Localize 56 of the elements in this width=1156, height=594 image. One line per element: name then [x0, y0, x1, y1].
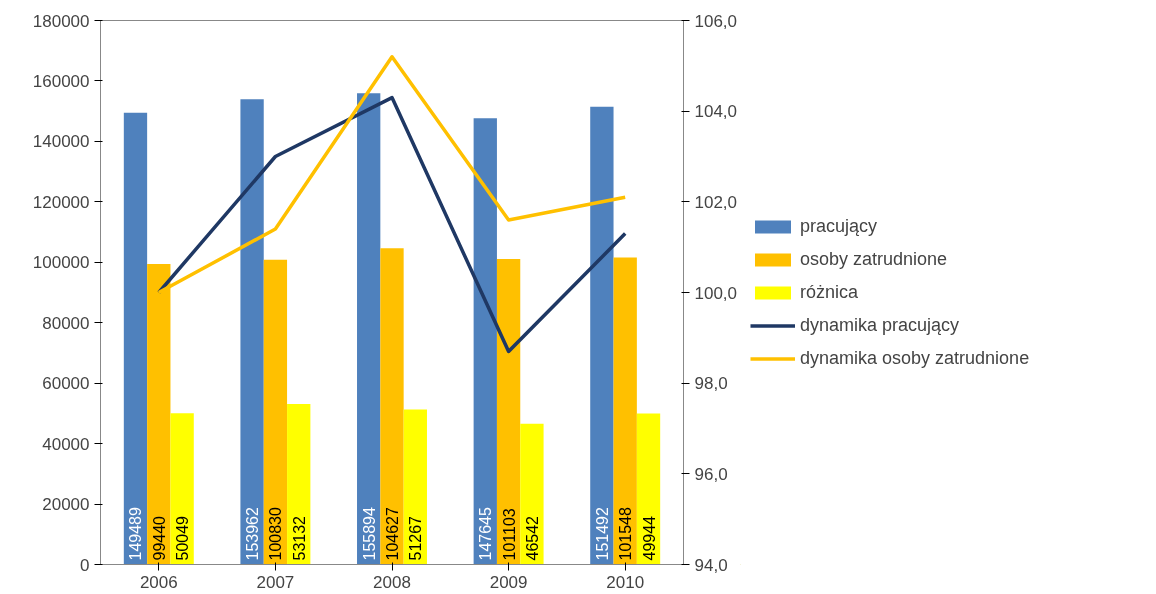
- bar: [473, 118, 497, 565]
- bar: [357, 93, 381, 565]
- data-label: 99440: [150, 515, 168, 561]
- data-label: 100830: [267, 507, 285, 561]
- y-tick-label: 120000: [32, 192, 90, 212]
- y-tick-label: 80000: [42, 313, 90, 333]
- y-tick-label: 100000: [32, 253, 90, 273]
- bar: [240, 99, 264, 565]
- x-tick-label: 2009: [489, 572, 528, 592]
- y-tick-label: 0: [80, 555, 90, 575]
- bar: [287, 403, 311, 565]
- y2-tick-label: 106,0: [694, 11, 738, 31]
- y-tick-label: 20000: [42, 495, 90, 515]
- y2-tick-label: 100,0: [694, 283, 738, 303]
- legend-label: osoby zatrudnione: [800, 248, 948, 270]
- legend-label: pracujący: [800, 215, 878, 237]
- data-label: 147645: [477, 507, 495, 561]
- y-tick-label: 160000: [32, 71, 90, 91]
- bar: [520, 423, 544, 565]
- y-tick-label: 140000: [32, 132, 90, 152]
- y-tick-label: 40000: [42, 434, 90, 454]
- bar: [496, 258, 521, 565]
- y2-tick-label: 104,0: [694, 102, 738, 122]
- y2-tick-label: 94,0: [694, 555, 728, 575]
- legend-label: dynamika pracujący: [800, 314, 960, 336]
- y2-tick-label: 98,0: [694, 374, 728, 394]
- data-label: 101548: [617, 507, 635, 561]
- bar: [263, 259, 288, 565]
- data-label: 46542: [523, 515, 541, 561]
- bar: [380, 248, 404, 565]
- bar: [590, 106, 614, 565]
- data-label: 49944: [640, 515, 658, 561]
- data-label: 155894: [360, 507, 378, 561]
- x-tick-label: 2006: [139, 572, 178, 592]
- line-series: [157, 95, 627, 354]
- data-label: 153962: [244, 507, 262, 561]
- bar: [613, 257, 637, 565]
- data-label: 151492: [593, 507, 611, 561]
- bar: [123, 112, 148, 565]
- data-label: 104627: [384, 507, 401, 561]
- y-tick-label: 180000: [32, 11, 90, 31]
- data-label: 50049: [174, 515, 192, 561]
- legend-label: różnica: [800, 281, 859, 303]
- bar: [170, 413, 194, 565]
- bar: [403, 409, 427, 565]
- data-label: 53132: [290, 515, 308, 561]
- y2-tick-label: 96,0: [694, 464, 728, 484]
- y2-tick-label: 102,0: [694, 192, 738, 212]
- data-label: 149489: [127, 507, 145, 561]
- y-tick-label: 60000: [42, 374, 90, 394]
- x-tick-label: 2008: [373, 572, 411, 592]
- legend-label: dynamika osoby zatrudnione: [800, 347, 1030, 369]
- data-label: 51267: [407, 515, 425, 561]
- x-tick-label: 2007: [256, 572, 295, 592]
- data-label: 101103: [500, 508, 518, 561]
- x-tick-label: 2010: [606, 572, 645, 592]
